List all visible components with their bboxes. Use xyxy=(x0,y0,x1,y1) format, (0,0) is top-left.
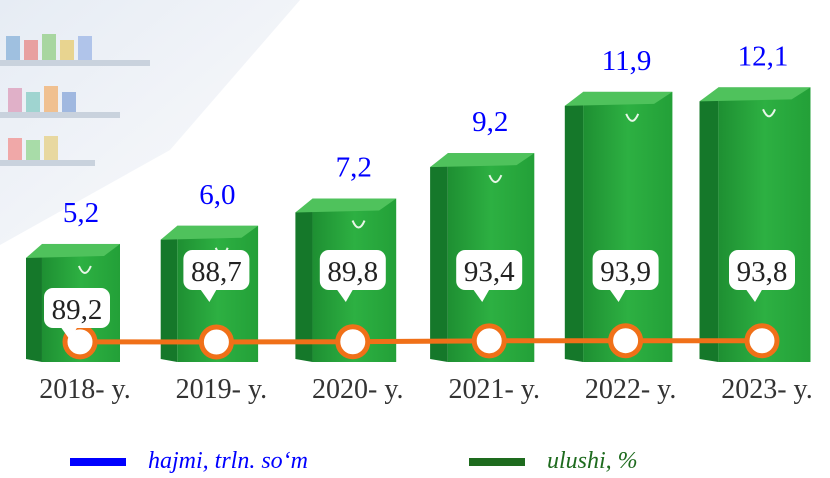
bar-value-label-1: 5,2 xyxy=(63,197,99,229)
legend-label-ulushi: ulushi, % xyxy=(547,448,638,474)
line-label-pointer-3 xyxy=(335,288,354,302)
bag-side xyxy=(160,227,178,362)
line-point-5 xyxy=(608,323,644,359)
x-tick-label-1: 2018- y. xyxy=(39,374,131,405)
x-tick-label-6: 2023- y. xyxy=(721,374,813,405)
bag-top xyxy=(564,91,673,106)
line-value-label-6: 93,8 xyxy=(737,256,788,288)
bar-value-label-4: 9,2 xyxy=(472,106,508,138)
line-label-box-1 xyxy=(44,288,110,328)
bag-handle xyxy=(488,174,503,184)
bag-side xyxy=(430,155,448,362)
legend-item-hajmi: hajmi, trln. so‘m xyxy=(70,448,308,475)
line-point-3 xyxy=(335,324,371,360)
bar-value-label-3: 7,2 xyxy=(336,152,372,184)
line-point-4 xyxy=(471,323,507,359)
bag-front xyxy=(583,91,673,363)
bar-2023y xyxy=(699,87,811,362)
bag-handle xyxy=(762,108,776,118)
line-label-pointer-6 xyxy=(745,288,763,302)
line-label-box-5 xyxy=(592,250,659,290)
bag-top xyxy=(160,225,259,240)
line-value-label-3: 89,8 xyxy=(327,256,378,288)
legend-swatch-hajmi xyxy=(70,457,126,466)
x-tick-label-5: 2022- y. xyxy=(585,374,677,405)
x-tick-label-2: 2019- y. xyxy=(176,374,268,405)
bar-value-label-2: 6,0 xyxy=(199,179,235,211)
line-label-box-2 xyxy=(183,250,250,290)
store-shelves-background xyxy=(0,0,300,245)
legend-label-hajmi: hajmi, trln. so‘m xyxy=(148,448,309,474)
line-label-box-3 xyxy=(319,250,386,290)
bag-side xyxy=(564,93,584,363)
bar-2022y xyxy=(564,91,673,363)
line-value-label-5: 93,9 xyxy=(600,256,651,288)
bag-top xyxy=(430,153,535,168)
line-label-box-4 xyxy=(456,250,523,290)
line-label-box-6 xyxy=(729,250,795,290)
legend-swatch-ulushi xyxy=(469,457,525,466)
legend-item-ulushi: ulushi, % xyxy=(469,448,638,475)
line-label-pointer-4 xyxy=(472,288,491,302)
bag-side xyxy=(26,245,42,362)
line-label-pointer-1 xyxy=(60,326,78,340)
bag-side xyxy=(295,200,313,362)
line-label-pointer-2 xyxy=(199,288,218,302)
bag-front xyxy=(718,87,811,362)
bag-side xyxy=(699,89,719,362)
bag-top xyxy=(699,87,811,102)
bag-handle xyxy=(77,265,92,274)
bag-handle xyxy=(625,113,640,122)
x-tick-label-4: 2021- y. xyxy=(448,374,540,405)
bars-group xyxy=(26,87,811,363)
bar-value-label-5: 11,9 xyxy=(602,45,652,77)
line-point-2 xyxy=(198,324,234,360)
line-point-6 xyxy=(744,323,780,359)
x-tick-label-3: 2020- y. xyxy=(312,374,404,405)
line-value-label-1: 89,2 xyxy=(52,294,103,326)
bag-top xyxy=(295,198,397,213)
bag-top xyxy=(26,243,120,258)
line-value-label-2: 88,7 xyxy=(191,256,242,288)
bar-value-label-6: 12,1 xyxy=(738,40,789,72)
labels-group: 89,2 88,7 89,8 93,4 93,9 93,8 5,2 6,0 7,2 9,2 11,9… xyxy=(39,40,813,405)
line-label-pointer-5 xyxy=(608,288,627,302)
bag-handle xyxy=(351,220,366,229)
line-ulushi xyxy=(79,338,763,345)
line-value-label-4: 93,4 xyxy=(464,256,515,288)
